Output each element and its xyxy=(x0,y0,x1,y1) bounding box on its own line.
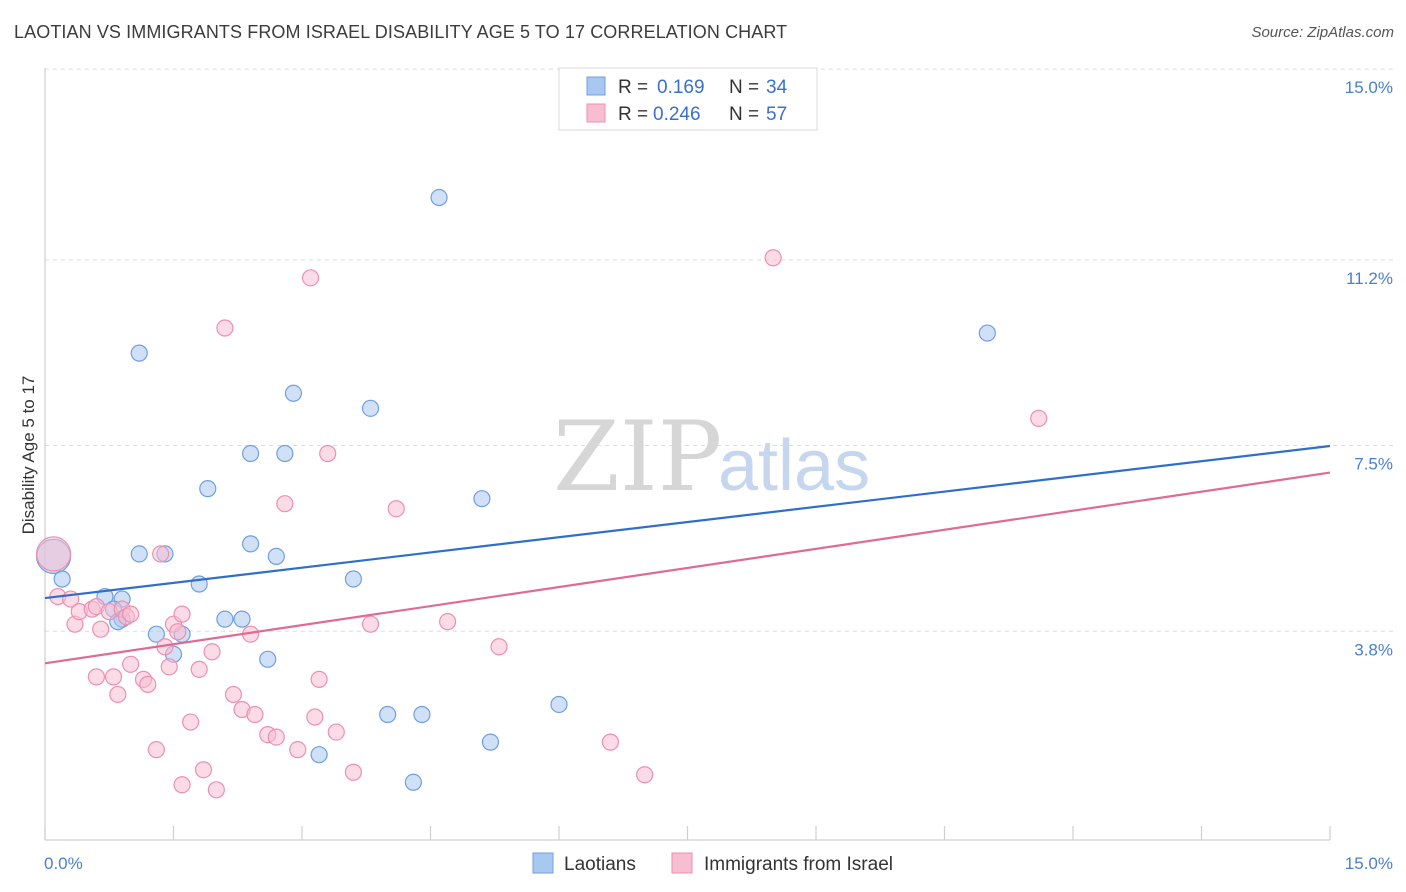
point-israel-14 xyxy=(122,605,140,623)
legend-r-label-1: R = xyxy=(618,77,648,98)
point-israel-11 xyxy=(109,685,127,704)
point-laotians-25 xyxy=(361,399,380,417)
bottom-legend-swatch-israel xyxy=(671,852,693,874)
point-israel-23 xyxy=(169,623,187,641)
point-laotians-29 xyxy=(430,188,448,207)
legend-swatch-israel xyxy=(586,103,606,123)
legend-swatch-laotians xyxy=(586,76,606,96)
axes xyxy=(44,68,1331,841)
point-laotians-26 xyxy=(379,705,397,724)
y-tick-label-2: 11.2% xyxy=(1346,269,1393,288)
point-israel-19 xyxy=(152,545,170,563)
point-israel-32 xyxy=(224,685,243,704)
legend-n-label-2: N = xyxy=(729,104,759,125)
point-laotians-9 xyxy=(147,625,165,643)
point-laotians-1 xyxy=(53,570,71,588)
point-israel-30 xyxy=(207,781,225,799)
point-israel-15 xyxy=(122,655,140,673)
point-laotians-22 xyxy=(284,384,303,402)
point-israel-37 xyxy=(267,728,285,746)
point-israel-42 xyxy=(310,670,328,688)
point-israel-17 xyxy=(139,675,157,694)
legend-n-label-1: N = xyxy=(729,77,759,98)
legend-n-value-1: 34 xyxy=(766,77,788,98)
y-tick-label-1: 7.5% xyxy=(1354,455,1393,474)
x-tick-label-0: 0.0% xyxy=(44,854,83,873)
point-laotians-15 xyxy=(216,610,234,628)
trend-lines xyxy=(44,444,1331,665)
point-laotians-32 xyxy=(550,695,568,714)
bottom-legend: Laotians Immigrants from Israel xyxy=(532,852,893,875)
point-israel-39 xyxy=(289,741,307,759)
legend-r-value-2: 0.246 xyxy=(653,104,701,125)
point-laotians-21 xyxy=(276,444,294,463)
point-israel-52 xyxy=(764,249,782,267)
point-israel-0 xyxy=(35,536,72,572)
y-tick-labels: 3.8% 7.5% 11.2% 15.0% xyxy=(1345,78,1393,659)
point-israel-49 xyxy=(490,638,508,656)
y-tick-label-0: 3.8% xyxy=(1354,640,1393,659)
point-israel-7 xyxy=(87,668,106,686)
point-laotians-30 xyxy=(473,490,491,508)
data-points xyxy=(35,188,1048,799)
point-laotians-28 xyxy=(413,705,431,724)
point-israel-43 xyxy=(319,444,337,463)
point-laotians-16 xyxy=(233,610,251,628)
point-israel-41 xyxy=(306,708,324,726)
point-laotians-31 xyxy=(481,733,500,751)
point-israel-44 xyxy=(327,723,345,741)
point-israel-31 xyxy=(216,319,234,337)
point-laotians-8 xyxy=(130,344,148,362)
point-laotians-7 xyxy=(130,545,148,563)
point-israel-48 xyxy=(439,613,457,631)
point-israel-8 xyxy=(92,620,110,638)
point-israel-29 xyxy=(203,643,221,661)
bottom-legend-laotians: Laotians xyxy=(564,854,636,875)
point-israel-21 xyxy=(160,658,178,676)
legend-r-label-2: R = xyxy=(618,104,648,125)
point-israel-46 xyxy=(361,615,380,633)
point-laotians-17 xyxy=(242,535,260,553)
y-tick-label-3: 15.0% xyxy=(1345,78,1393,97)
point-israel-45 xyxy=(344,763,362,781)
watermark: ZIP atlas xyxy=(553,401,870,513)
point-israel-40 xyxy=(301,269,320,287)
legend-n-value-2: 57 xyxy=(766,104,787,125)
point-laotians-19 xyxy=(259,650,277,668)
point-israel-51 xyxy=(636,766,654,784)
point-laotians-24 xyxy=(344,570,362,588)
bottom-legend-swatch-laotians xyxy=(532,852,554,874)
y-axis-label: Disability Age 5 to 17 xyxy=(19,376,38,535)
point-israel-10 xyxy=(104,668,123,686)
point-laotians-33 xyxy=(978,324,996,342)
legend-r-value-1: 0.169 xyxy=(657,77,705,98)
trend-line-laotians xyxy=(44,444,1331,600)
bottom-legend-israel: Immigrants from Israel xyxy=(704,854,893,875)
point-israel-47 xyxy=(387,500,405,518)
x-tick-label-1: 15.0% xyxy=(1345,854,1393,873)
point-israel-53 xyxy=(1030,409,1048,427)
point-israel-24 xyxy=(173,605,191,623)
point-laotians-20 xyxy=(267,547,285,566)
watermark-atlas: atlas xyxy=(718,426,870,506)
point-israel-28 xyxy=(194,761,213,779)
point-israel-35 xyxy=(246,705,264,724)
point-israel-50 xyxy=(601,733,620,751)
point-israel-25 xyxy=(173,776,191,794)
point-laotians-27 xyxy=(404,773,422,791)
point-israel-26 xyxy=(182,713,200,731)
x-tick-labels: 0.0% 15.0% xyxy=(44,854,1393,873)
point-israel-27 xyxy=(190,660,208,678)
point-laotians-14 xyxy=(199,480,217,498)
point-israel-38 xyxy=(276,495,294,513)
legend-box: R = 0.169 N = 34 R = 0.246 N = 57 xyxy=(558,67,818,131)
watermark-zip: ZIP xyxy=(553,401,722,513)
trend-line-israel xyxy=(44,471,1331,665)
chart-title: LAOTIAN VS IMMIGRANTS FROM ISRAEL DISABI… xyxy=(14,22,788,42)
point-laotians-23 xyxy=(310,746,328,764)
point-laotians-18 xyxy=(242,444,260,463)
point-israel-18 xyxy=(147,741,165,759)
source-credit: Source: ZipAtlas.com xyxy=(1251,24,1394,41)
